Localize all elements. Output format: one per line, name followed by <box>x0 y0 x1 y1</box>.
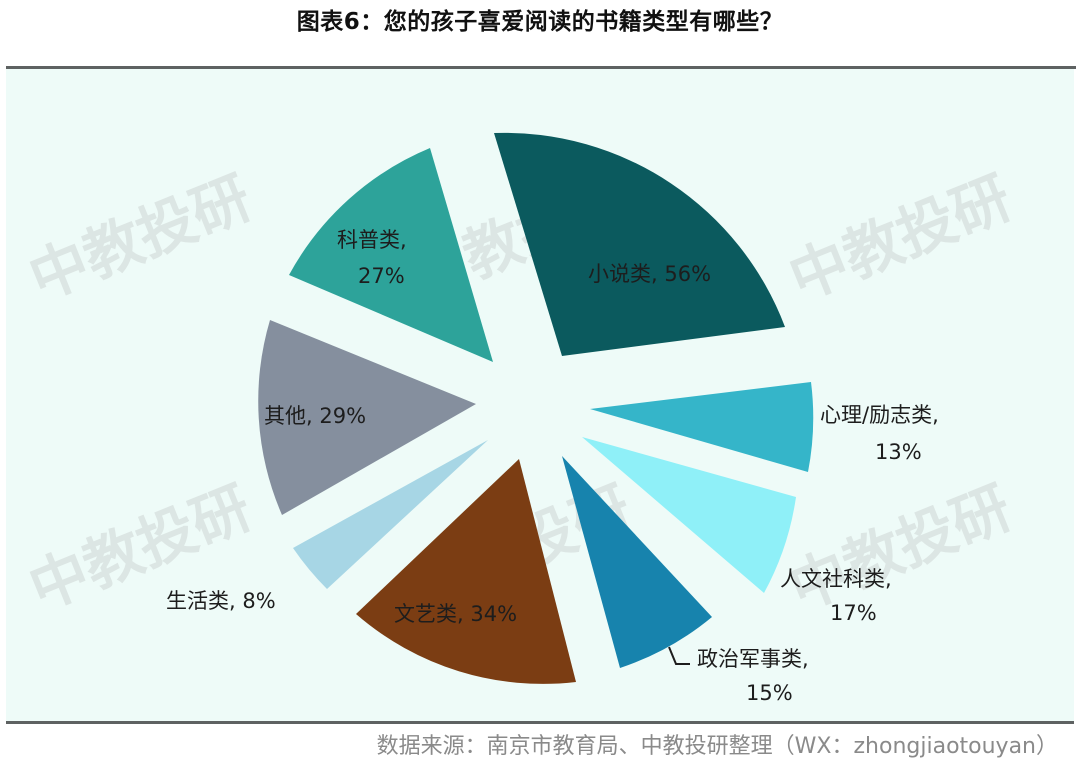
slice-humanities <box>582 437 796 593</box>
watermark: 中教投研 <box>20 163 261 313</box>
watermark: 中教投研 <box>780 473 1021 623</box>
label-life: 生活类, 8% <box>166 589 276 613</box>
frame-top-rule <box>6 66 1076 69</box>
frame-bottom-rule <box>6 721 1074 724</box>
label-politics-name: 政治军事类, <box>697 647 809 671</box>
chart-title: 图表6：您的孩子喜爱阅读的书籍类型有哪些？ <box>296 9 784 35</box>
slice-novel <box>494 132 785 356</box>
slice-literature <box>356 459 576 684</box>
slice-other <box>258 320 476 515</box>
label-literature: 文艺类, 34% <box>394 602 517 626</box>
label-politics-value: 15% <box>746 681 793 705</box>
label-novel: 小说类, 56% <box>588 262 711 286</box>
data-source-note: 数据来源：南京市教育局、中教投研整理（WX：zhongjiaotouyan） <box>376 734 1058 759</box>
label-science-value: 27% <box>358 264 405 288</box>
slice-psychology <box>590 382 814 472</box>
label-psychology-value: 13% <box>875 440 922 464</box>
label-science-name: 科普类, <box>337 228 407 252</box>
label-humanities-name: 人文社科类, <box>780 567 892 591</box>
slice-science <box>289 148 493 362</box>
slice-politics <box>562 456 712 668</box>
label-other: 其他, 29% <box>264 404 366 428</box>
label-humanities-value: 17% <box>830 601 877 625</box>
slice-life <box>293 440 488 589</box>
leader-line-politics <box>668 646 690 665</box>
label-psychology-name: 心理/励志类, <box>820 403 939 427</box>
watermark: 中教投研 <box>780 163 1021 313</box>
